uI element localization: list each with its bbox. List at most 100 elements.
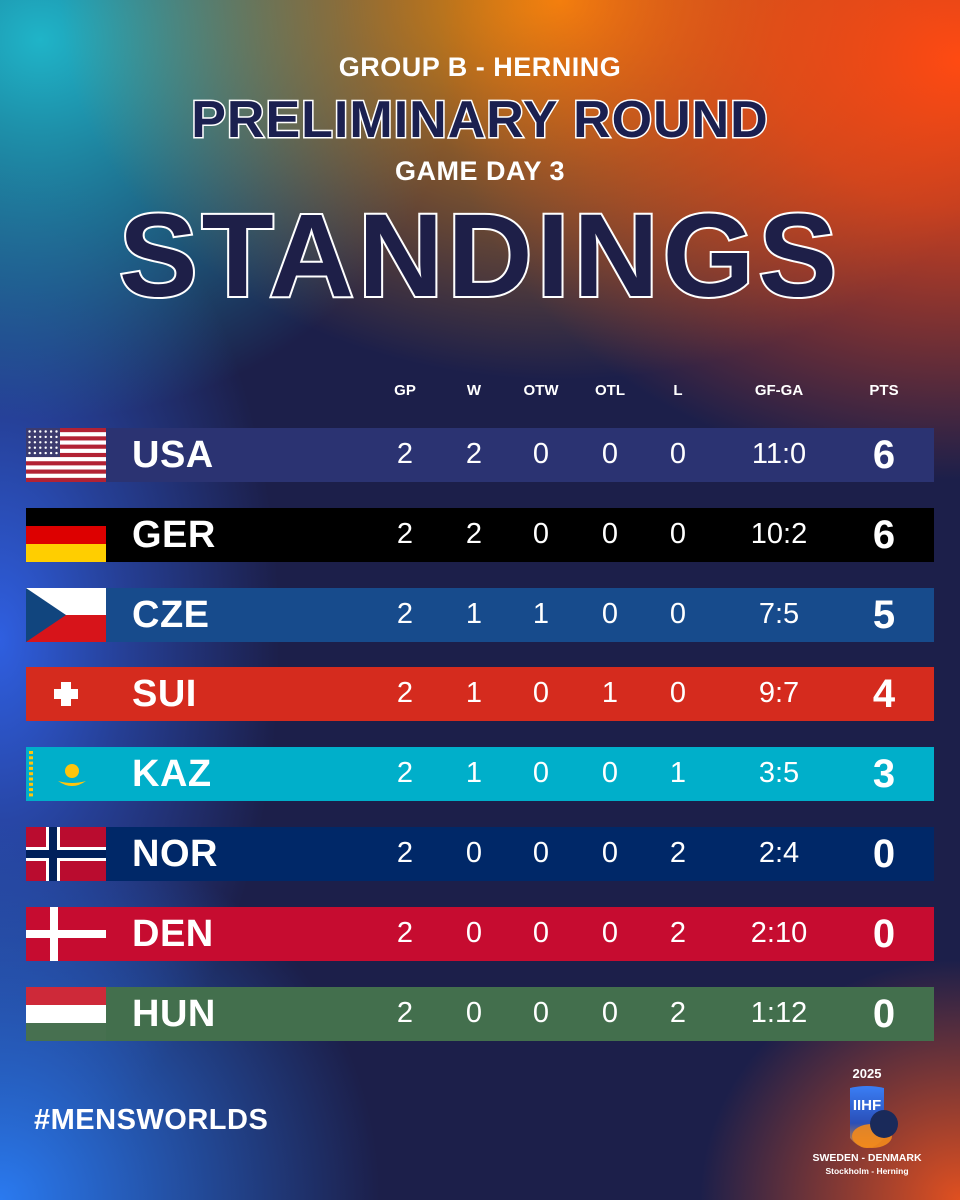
- germany-flag-icon: [26, 507, 106, 562]
- column-header-pts: PTS: [869, 382, 899, 399]
- cell-otw: 0: [532, 996, 550, 1029]
- logo-hosts: SWEDEN - DENMARK: [812, 1152, 922, 1164]
- cell-w: 0: [465, 916, 483, 949]
- row-band: [106, 587, 934, 642]
- team-code: HUN: [132, 992, 216, 1035]
- cell-gp: 2: [396, 996, 414, 1029]
- table-row: SUI 2 1 0 1 0 9:7 4: [26, 667, 934, 722]
- cell-w: 2: [465, 438, 483, 470]
- team-code: CZE: [132, 593, 210, 636]
- cell-gp: 2: [396, 438, 414, 470]
- cell-otw: 0: [532, 677, 550, 710]
- team-code: KAZ: [132, 753, 212, 796]
- cell-w: 0: [465, 996, 483, 1029]
- cell-gf-ga: 7:5: [758, 597, 800, 630]
- cell-gf-ga: 9:7: [758, 677, 800, 710]
- cell-otl: 0: [601, 996, 619, 1029]
- cell-otl: 0: [601, 517, 619, 550]
- column-header-otw: OTW: [523, 382, 559, 399]
- logo-cities: Stockholm - Herning: [825, 1166, 909, 1176]
- row-band: [106, 827, 934, 881]
- cell-gp: 2: [396, 517, 414, 550]
- cell-l: 2: [669, 996, 687, 1029]
- cell-otw: 0: [532, 517, 550, 550]
- cell-l: 1: [669, 757, 687, 790]
- cell-gp: 2: [396, 837, 414, 869]
- table-row: NOR 2 0 0 0 2 2:4 0: [26, 827, 934, 881]
- usa-flag-icon: [26, 428, 106, 482]
- cell-w: 2: [465, 517, 483, 550]
- cell-l: 0: [669, 677, 687, 710]
- cell-gp: 2: [396, 916, 414, 949]
- round-title: PRELIMINARY ROUND: [190, 90, 769, 151]
- cell-l: 0: [669, 517, 687, 550]
- hungary-flag-icon: [26, 986, 106, 1041]
- cell-l: 0: [669, 597, 687, 630]
- cell-gf-ga: 11:0: [751, 438, 807, 470]
- cell-otw: 0: [532, 837, 550, 869]
- group-label: GROUP B - HERNING: [338, 52, 622, 82]
- row-band: [106, 906, 934, 961]
- game-day-label: GAME DAY 3: [394, 156, 566, 186]
- row-band: [106, 747, 934, 802]
- row-band: [106, 986, 934, 1041]
- cell-pts: 6: [872, 512, 896, 557]
- standings-title: STANDINGS: [117, 188, 842, 324]
- cell-gf-ga: 2:4: [758, 837, 800, 869]
- kazakhstan-flag-icon: [26, 747, 106, 802]
- cell-l: 0: [669, 438, 687, 470]
- cell-otw: 0: [532, 916, 550, 949]
- table-row: HUN 2 0 0 0 2 1:12 0: [26, 986, 934, 1041]
- hashtag: #MENSWORLDS: [34, 1104, 269, 1136]
- table-row: CZE 2 1 1 0 0 7:5 5: [26, 587, 934, 642]
- cell-pts: 0: [872, 832, 896, 876]
- denmark-flag-icon: [26, 906, 106, 961]
- cell-l: 2: [669, 837, 687, 869]
- table-row: GER 2 2 0 0 0 10:2 6: [26, 507, 934, 562]
- cell-otl: 0: [601, 597, 619, 630]
- cell-gf-ga: 1:12: [750, 996, 808, 1029]
- norway-flag-icon: [26, 827, 106, 881]
- column-header-otl: OTL: [595, 382, 625, 399]
- cell-gp: 2: [396, 597, 414, 630]
- column-header-gp: GP: [394, 382, 416, 399]
- team-code: NOR: [132, 833, 218, 875]
- cell-w: 1: [465, 597, 483, 630]
- table-row: KAZ 2 1 0 0 1 3:5 3: [26, 747, 934, 802]
- row-band: [106, 667, 934, 722]
- row-band: [106, 428, 934, 482]
- column-header-gf-ga: GF-GA: [754, 382, 804, 399]
- cell-l: 2: [669, 916, 687, 949]
- column-header-w: W: [466, 382, 482, 399]
- logo-mark-text: IIHF: [853, 1097, 881, 1114]
- czech-flag-icon: [26, 587, 106, 642]
- cell-gf-ga: 3:5: [758, 757, 800, 790]
- tournament-logo: 2025 IIHF SWEDEN - DENMARK Stockholm - H…: [812, 1066, 922, 1176]
- cell-otl: 0: [601, 916, 619, 949]
- cell-gf-ga: 2:10: [750, 916, 808, 949]
- cell-pts: 0: [872, 911, 896, 956]
- cell-pts: 5: [872, 592, 896, 637]
- column-header-l: L: [673, 382, 683, 399]
- table-row: USA 2 2 0 0 0 11:0 6: [26, 428, 934, 482]
- team-code: GER: [132, 513, 216, 556]
- swiss-flag-icon: [26, 667, 106, 722]
- cell-otl: 0: [601, 438, 619, 470]
- cell-pts: 6: [872, 433, 896, 477]
- cell-pts: 3: [872, 752, 896, 797]
- cell-otw: 0: [532, 757, 550, 790]
- cell-pts: 0: [872, 991, 896, 1036]
- iihf-logo-icon: IIHF: [850, 1086, 898, 1148]
- cell-w: 1: [465, 757, 483, 790]
- cell-otl: 0: [601, 757, 619, 790]
- cell-otw: 0: [532, 438, 550, 470]
- cell-otl: 1: [601, 677, 619, 710]
- cell-pts: 4: [872, 672, 896, 717]
- cell-w: 1: [465, 677, 483, 710]
- cell-gp: 2: [396, 677, 414, 710]
- cell-otw: 1: [532, 597, 550, 630]
- logo-year: 2025: [852, 1066, 882, 1081]
- team-code: DEN: [132, 912, 214, 955]
- table-row: DEN 2 0 0 0 2 2:10 0: [26, 906, 934, 961]
- cell-otl: 0: [601, 837, 619, 869]
